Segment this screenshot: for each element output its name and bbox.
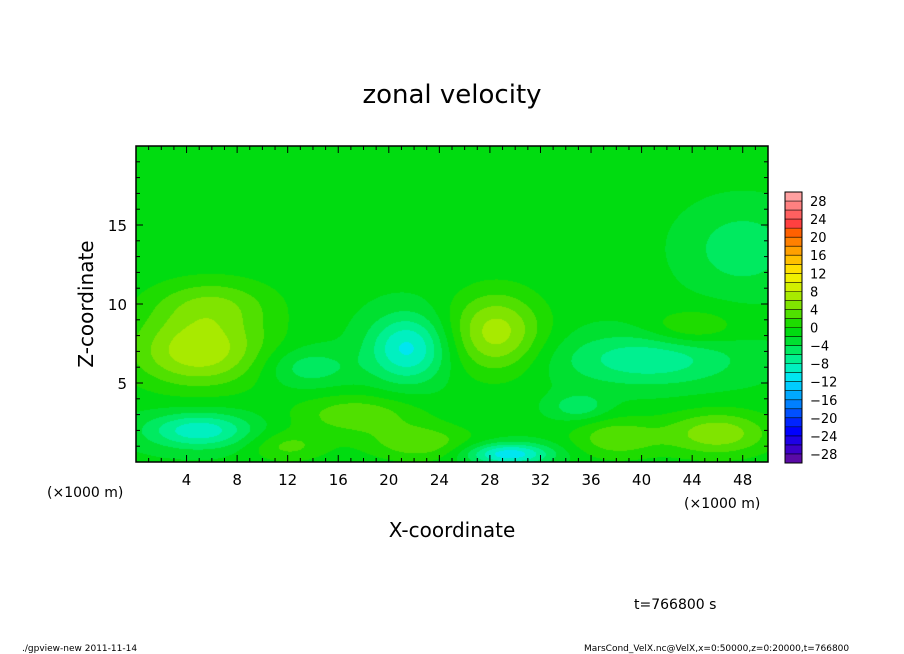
chart-title: zonal velocity bbox=[362, 80, 541, 110]
colorbar-label: −8 bbox=[810, 358, 829, 373]
colorbar-swatch bbox=[785, 408, 802, 419]
colorbar-label: −20 bbox=[810, 412, 837, 427]
colorbar-swatch bbox=[785, 219, 802, 229]
colorbar-frame bbox=[784, 191, 803, 464]
colorbar-swatch bbox=[785, 300, 802, 310]
colorbar-swatch bbox=[785, 291, 802, 301]
x-tick-label: 8 bbox=[232, 471, 242, 489]
time-label: t=766800 s bbox=[634, 597, 716, 613]
y-axis: 5 10 15 bbox=[108, 161, 768, 447]
colorbar-swatch bbox=[785, 201, 802, 211]
colorbar-label: −12 bbox=[810, 376, 837, 391]
x-tick-label: 48 bbox=[733, 471, 752, 489]
colorbar-label: 0 bbox=[810, 322, 818, 337]
x-axis-label: X-coordinate bbox=[389, 518, 516, 542]
colorbar-swatch bbox=[785, 444, 802, 455]
colorbar-label: −16 bbox=[810, 394, 837, 409]
colorbar-swatch bbox=[785, 255, 802, 265]
colorbar-swatch bbox=[785, 318, 802, 328]
colorbar-swatch bbox=[785, 237, 802, 247]
colorbar-swatch bbox=[785, 309, 802, 319]
y-tick-label: 10 bbox=[108, 296, 127, 314]
colorbar-label: −24 bbox=[810, 430, 837, 445]
colorbar-swatch bbox=[785, 264, 802, 274]
colorbar-swatch bbox=[785, 228, 802, 238]
colorbar-label: −4 bbox=[810, 340, 829, 355]
colorbar-swatch bbox=[785, 390, 802, 401]
colorbar-swatch bbox=[785, 327, 802, 337]
colorbar-swatch bbox=[785, 399, 802, 410]
colorbar-label: 16 bbox=[810, 249, 827, 264]
colorbar-labels: 28 24 20 16 12 8 4 0 −4 −8 −12 −16 −20 −24 −28 bbox=[810, 195, 837, 463]
x-tick-label: 12 bbox=[278, 471, 297, 489]
colorbar-swatch bbox=[785, 345, 802, 355]
colorbar-swatch bbox=[785, 210, 802, 220]
colorbar-label: 8 bbox=[810, 285, 818, 300]
footer-left: ./gpview-new 2011-11-14 bbox=[22, 644, 137, 654]
colorbar-swatch bbox=[785, 354, 802, 365]
colorbar-swatch bbox=[785, 363, 802, 374]
colorbar-swatch bbox=[785, 246, 802, 256]
y-axis-label: Z-coordinate bbox=[74, 240, 98, 367]
x-tick-label: 16 bbox=[329, 471, 348, 489]
colorbar-swatch bbox=[785, 192, 802, 202]
colorbar-swatch bbox=[785, 336, 802, 346]
colorbar-label: 4 bbox=[810, 303, 818, 318]
colorbar-swatch bbox=[785, 381, 802, 392]
colorbar-swatch bbox=[785, 435, 802, 446]
colorbar bbox=[784, 191, 803, 464]
colorbar-label: 20 bbox=[810, 231, 827, 246]
colorbar-swatch bbox=[785, 417, 802, 428]
x-axis: 4 8 12 16 20 24 28 32 36 40 44 48 bbox=[148, 146, 756, 489]
colorbar-swatch bbox=[785, 372, 802, 383]
x-tick-label: 36 bbox=[581, 471, 600, 489]
colorbar-swatch bbox=[785, 453, 802, 464]
x-tick-label: 24 bbox=[430, 471, 449, 489]
footer-right: MarsCond_VelX.nc@VelX,x=0:50000,z=0:2000… bbox=[584, 644, 849, 654]
colorbar-swatch bbox=[785, 282, 802, 292]
colorbar-swatch bbox=[785, 426, 802, 437]
x-tick-label: 32 bbox=[531, 471, 550, 489]
colorbar-label: 24 bbox=[810, 213, 827, 228]
y-tick-label: 5 bbox=[117, 375, 127, 393]
colorbar-label: 28 bbox=[810, 195, 827, 210]
heatmap bbox=[136, 146, 768, 462]
x-tick-label: 20 bbox=[379, 471, 398, 489]
plot-area bbox=[135, 145, 769, 463]
x-unit-label: (×1000 m) bbox=[684, 496, 760, 512]
x-tick-label: 40 bbox=[632, 471, 651, 489]
y-unit-label: (×1000 m) bbox=[47, 485, 123, 501]
x-tick-label: 28 bbox=[480, 471, 499, 489]
x-tick-label: 44 bbox=[683, 471, 702, 489]
y-tick-label: 15 bbox=[108, 217, 127, 235]
x-tick-label: 4 bbox=[182, 471, 192, 489]
colorbar-swatch bbox=[785, 273, 802, 283]
colorbar-label: −28 bbox=[810, 448, 837, 463]
colorbar-label: 12 bbox=[810, 267, 827, 282]
